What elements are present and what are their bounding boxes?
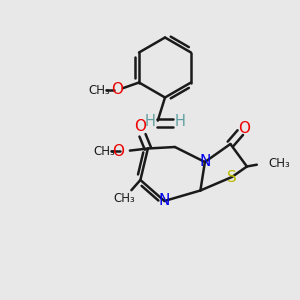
Text: O: O xyxy=(112,144,124,159)
Text: O: O xyxy=(134,119,146,134)
Text: H: H xyxy=(175,114,185,129)
Text: N: N xyxy=(159,193,170,208)
Text: H: H xyxy=(145,114,155,129)
Text: O: O xyxy=(111,82,123,98)
Text: S: S xyxy=(227,169,237,184)
Text: CH₃: CH₃ xyxy=(269,157,290,170)
Text: CH₃: CH₃ xyxy=(88,83,110,97)
Text: CH₃: CH₃ xyxy=(94,145,116,158)
Text: N: N xyxy=(200,154,211,169)
Text: O: O xyxy=(238,121,250,136)
Text: CH₃: CH₃ xyxy=(113,192,135,205)
